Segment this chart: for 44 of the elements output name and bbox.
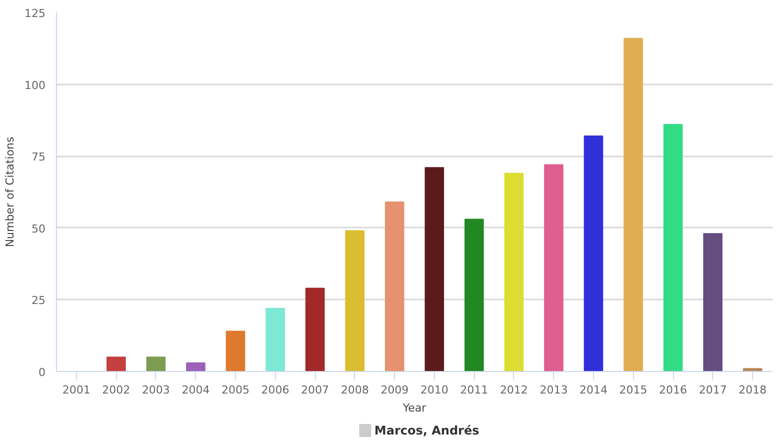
x-tick-label: 2003 [142,384,170,396]
bar [504,172,524,372]
bar [305,288,325,372]
bar [742,368,762,372]
bar [663,124,683,372]
x-tick-label: 2014 [580,384,608,396]
x-tick-label: 2008 [340,384,369,396]
y-tick-label: 0 [38,366,46,379]
x-tick-label: 2007 [301,384,330,396]
bar [345,230,364,372]
bar [384,202,404,372]
x-tick-label: 2018 [738,384,767,396]
y-axis-title: Number of Citations [4,136,17,248]
bar [584,135,604,372]
x-tick-label: 2006 [261,384,290,396]
y-tick-label: 75 [32,150,46,164]
y-tick-label: 25 [32,294,46,308]
y-tick-label: 50 [32,222,46,236]
bar [624,38,643,372]
x-tick-label: 2005 [222,384,250,396]
legend-label: Marcos, Andrés [374,424,480,438]
x-axis-title: Year [402,402,427,414]
bar [106,356,126,372]
x-tick-label: 2016 [659,384,688,396]
bar [226,330,246,372]
x-tick-label: 2001 [62,384,90,396]
bar [186,362,206,372]
x-tick-label: 2011 [460,384,488,396]
bar [464,218,484,372]
bar [266,308,285,372]
bar [424,167,444,372]
x-tick-label: 2012 [500,384,528,396]
x-tick-label: 2009 [380,384,409,396]
bar [703,233,722,372]
y-tick-label: 100 [24,78,46,92]
y-tick-label: 125 [24,7,46,20]
x-tick-label: 2010 [420,384,448,396]
x-tick-label: 2015 [619,384,648,396]
x-tick-label: 2013 [540,384,568,396]
x-tick-label: 2002 [102,384,130,396]
bar [544,164,564,372]
bar [146,356,166,372]
x-tick-label: 2017 [698,384,727,396]
x-tick-label: 2004 [182,384,210,396]
